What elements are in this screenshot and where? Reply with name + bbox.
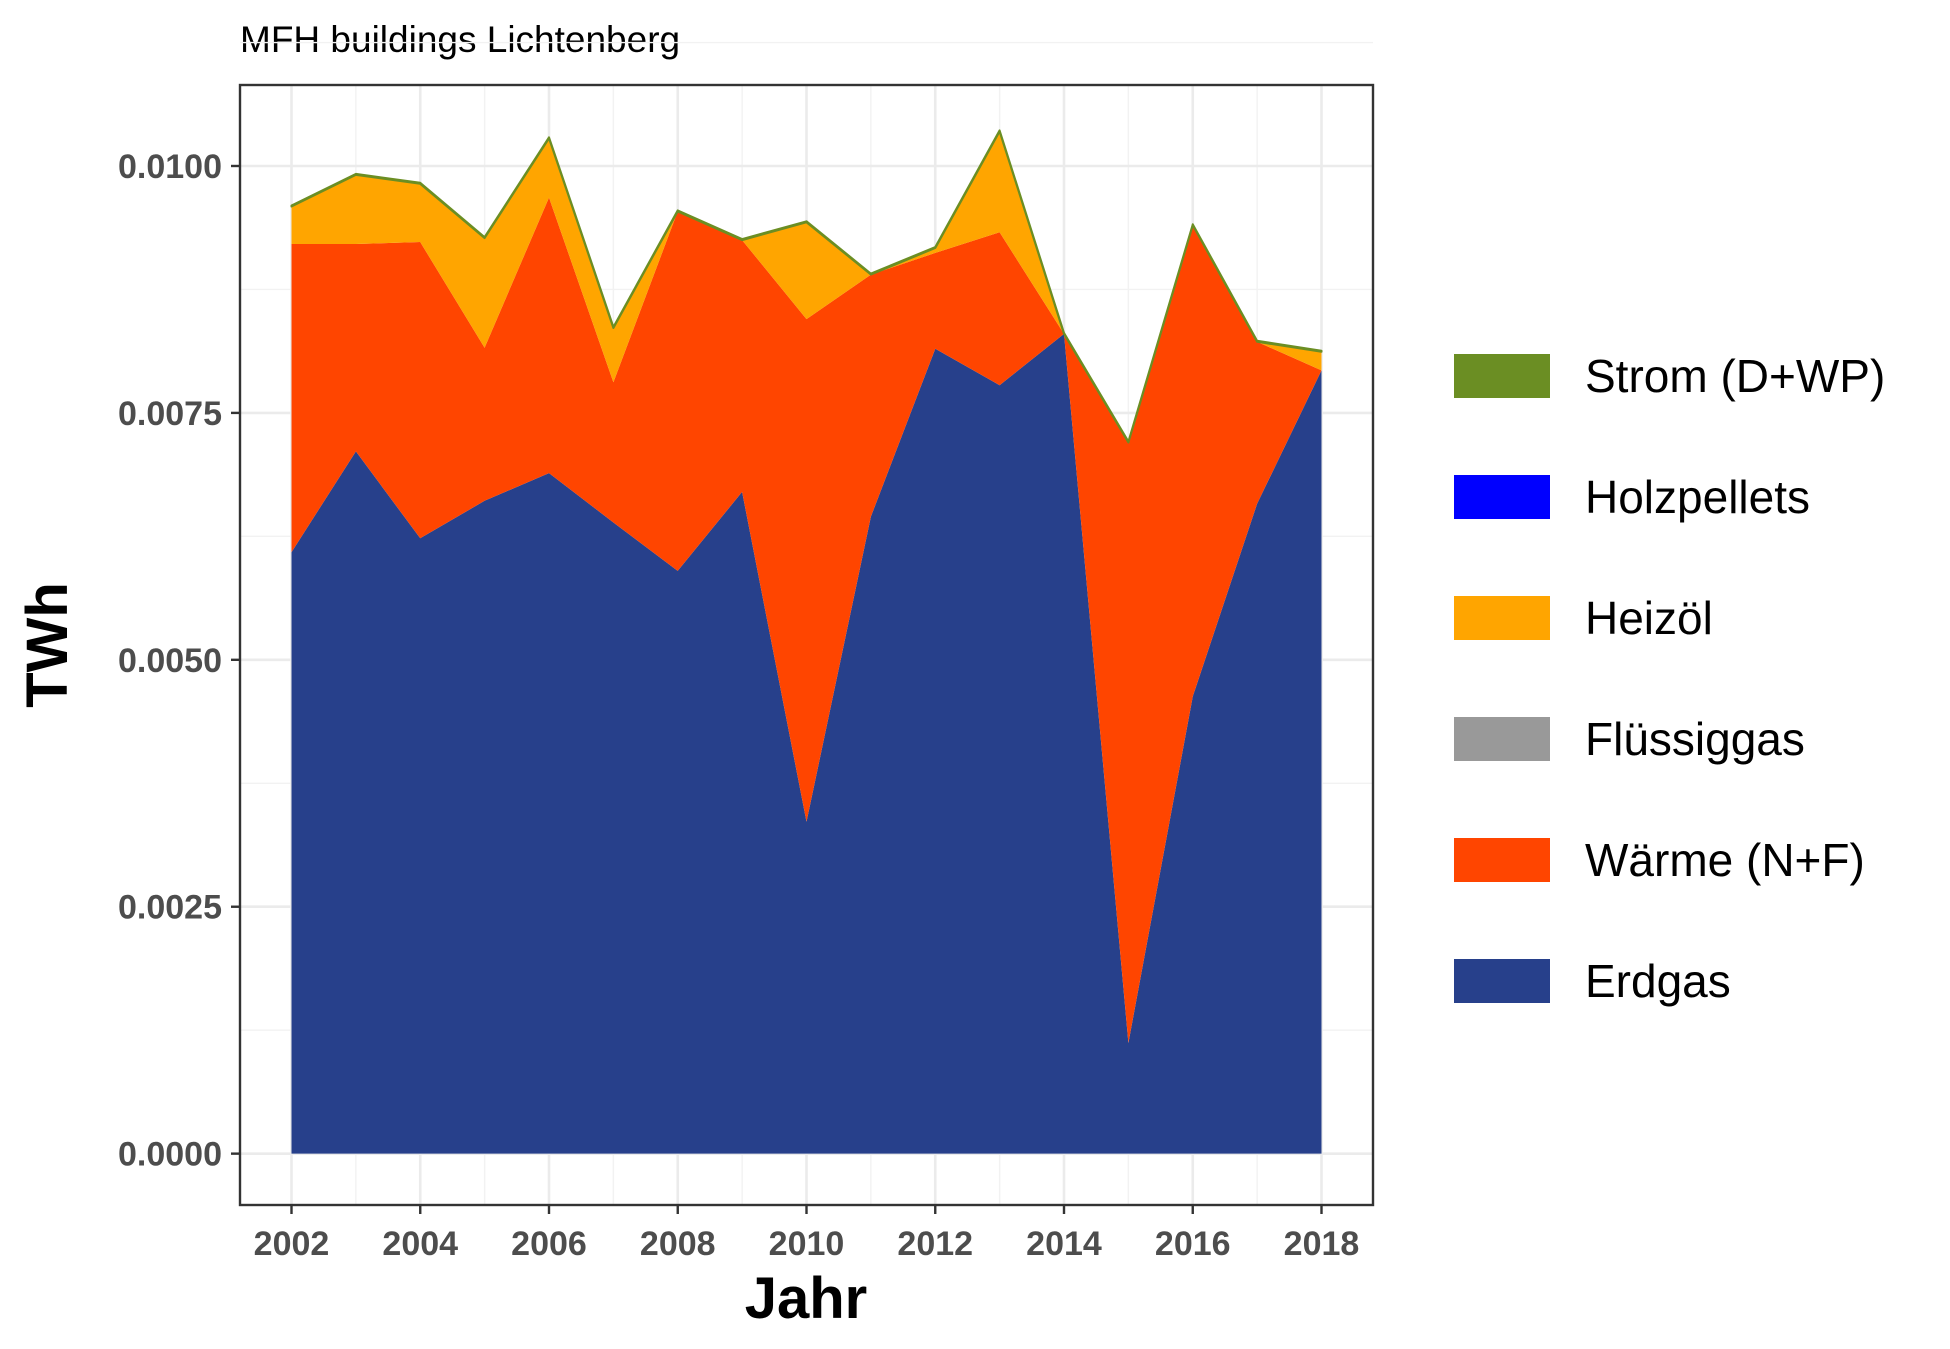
x-tick-label: 2012 bbox=[897, 1225, 973, 1263]
legend-key-w-rme-n-f bbox=[1454, 838, 1550, 882]
y-tick-label: 0.0025 bbox=[118, 889, 222, 927]
legend-key-erdgas bbox=[1454, 959, 1550, 1003]
x-tick-label: 2002 bbox=[254, 1225, 330, 1263]
x-tick-label: 2008 bbox=[640, 1225, 716, 1263]
stacked-areas bbox=[290, 129, 1323, 1154]
legend-key-fl-ssiggas bbox=[1454, 717, 1550, 761]
y-tick-label: 0.0000 bbox=[118, 1136, 222, 1174]
x-axis: 2002 2004 2006 2008 2010 2012 2014 2016 2018 bbox=[254, 1205, 1360, 1263]
x-tick-label: 2018 bbox=[1284, 1225, 1360, 1263]
legend: Strom (D+WP) Holzpellets Heizöl Flüssiggas W… bbox=[1454, 350, 1885, 1007]
legend-key-holzpellets bbox=[1454, 475, 1550, 519]
x-tick-label: 2004 bbox=[382, 1225, 458, 1263]
area-erdgas bbox=[291, 333, 1322, 1154]
legend-label-holzpellets: Holzpellets bbox=[1585, 471, 1810, 523]
legend-label-w-rme-n-f: Wärme (N+F) bbox=[1585, 834, 1865, 886]
legend-label-strom-d-wp: Strom (D+WP) bbox=[1585, 350, 1885, 402]
x-tick-label: 2006 bbox=[511, 1225, 587, 1263]
legend-key-heiz-l bbox=[1454, 596, 1550, 640]
y-tick-label: 0.0075 bbox=[118, 395, 222, 433]
area-strom-d-wp bbox=[290, 129, 1323, 444]
y-axis: 0.0000 0.0025 0.0050 0.0075 0.0100 bbox=[118, 148, 240, 1174]
y-axis-title: TWh bbox=[15, 582, 80, 708]
y-tick-label: 0.0050 bbox=[118, 642, 222, 680]
legend-label-erdgas: Erdgas bbox=[1585, 955, 1731, 1007]
x-tick-label: 2016 bbox=[1155, 1225, 1231, 1263]
x-axis-title: Jahr bbox=[745, 1266, 868, 1331]
legend-label-fl-ssiggas: Flüssiggas bbox=[1585, 713, 1805, 765]
x-tick-label: 2010 bbox=[769, 1225, 845, 1263]
chart-title: MFH buildings Lichtenberg bbox=[240, 19, 680, 60]
legend-label-heiz-l: Heizöl bbox=[1585, 592, 1713, 644]
x-tick-label: 2014 bbox=[1026, 1225, 1102, 1263]
y-tick-label: 0.0100 bbox=[118, 148, 222, 186]
area-heiz-l bbox=[291, 131, 1322, 443]
area-w-rme-n-f bbox=[291, 197, 1322, 1044]
legend-key-strom-d-wp bbox=[1454, 354, 1550, 398]
